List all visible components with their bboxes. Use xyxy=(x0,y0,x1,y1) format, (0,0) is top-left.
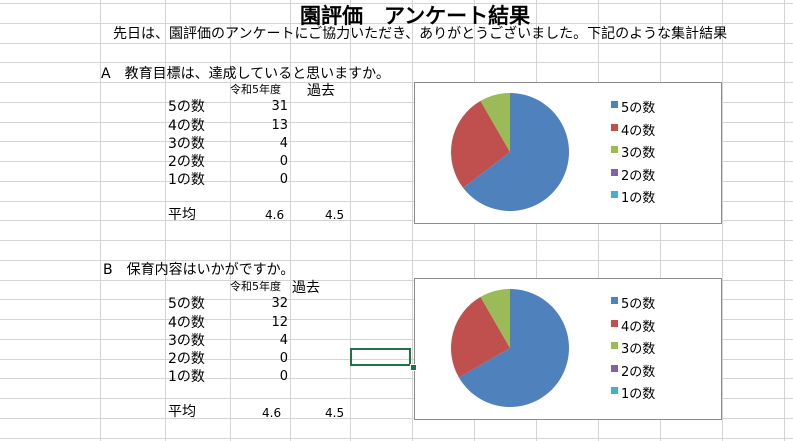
row-value[interactable]: 4 xyxy=(279,136,288,151)
row-value[interactable]: 32 xyxy=(271,296,288,311)
legend-item: 4の数 xyxy=(611,316,691,335)
legend-item: 5の数 xyxy=(611,97,691,116)
legend-label: 5の数 xyxy=(621,101,656,116)
legend-swatch xyxy=(611,297,618,304)
legend-swatch xyxy=(611,168,618,176)
column-header-current: 令和5年度 xyxy=(230,280,281,293)
average-past[interactable]: 4.5 xyxy=(325,406,345,420)
pie-chart-a[interactable]: 5の数 4の数 3の数 2の数 1の数 xyxy=(414,82,722,224)
row-value[interactable]: 4 xyxy=(279,333,288,348)
row-label: 2の数 xyxy=(168,351,205,367)
row-label: 2の数 xyxy=(168,154,205,170)
legend-swatch xyxy=(611,319,618,327)
pie-slice-4の数[interactable] xyxy=(451,296,510,378)
pie-slice-5の数[interactable] xyxy=(463,93,569,211)
row-label: 3の数 xyxy=(168,333,205,349)
row-value[interactable]: 0 xyxy=(279,172,288,187)
pie-slice-3の数[interactable] xyxy=(480,289,511,348)
legend-item: 2の数 xyxy=(611,165,691,184)
legend-label: 4の数 xyxy=(621,319,656,335)
legend-item: 4の数 xyxy=(611,120,691,139)
legend-swatch xyxy=(611,191,618,198)
row-value[interactable]: 13 xyxy=(271,118,288,133)
pie-slice-4の数[interactable] xyxy=(451,100,510,188)
row-label: 4の数 xyxy=(168,315,205,331)
pie-chart-b-plot xyxy=(451,289,569,407)
row-label: 4の数 xyxy=(168,118,205,134)
legend-item: 3の数 xyxy=(611,142,691,161)
column-header-past: 過去 xyxy=(307,83,335,99)
row-value[interactable]: 0 xyxy=(279,369,288,384)
row-label: 5の数 xyxy=(168,99,205,115)
page-title: 園評価 アンケート結果 xyxy=(300,4,531,28)
row-label: 1の数 xyxy=(168,172,205,188)
legend-label: 2の数 xyxy=(621,168,656,184)
average-current[interactable]: 4.6 xyxy=(265,208,285,222)
average-label: 平均 xyxy=(168,207,196,223)
legend-item: 1の数 xyxy=(611,383,691,402)
row-label: 5の数 xyxy=(168,296,205,312)
legend-swatch xyxy=(611,387,618,394)
pie-chart-b[interactable]: 5の数 4の数 3の数 2の数 1の数 xyxy=(414,278,722,420)
average-past[interactable]: 4.5 xyxy=(325,208,345,222)
row-value[interactable]: 0 xyxy=(279,351,288,366)
legend-swatch xyxy=(611,364,618,372)
row-label: 3の数 xyxy=(168,136,205,152)
question-a: A 教育目標は、達成していると思いますか。 xyxy=(101,66,390,82)
legend-swatch xyxy=(611,146,618,153)
average-current[interactable]: 4.6 xyxy=(262,406,282,420)
legend-swatch xyxy=(611,123,618,131)
legend-item: 1の数 xyxy=(611,187,691,206)
pie-slice-3の数[interactable] xyxy=(480,93,511,152)
question-b: B 保育内容はいかがですか。 xyxy=(103,262,295,278)
pie-chart-a-plot xyxy=(451,93,569,211)
legend-item: 5の数 xyxy=(611,293,691,312)
pie-slice-5の数[interactable] xyxy=(458,289,569,407)
legend-item: 2の数 xyxy=(611,361,691,380)
column-header-past: 過去 xyxy=(292,280,320,296)
row-label: 1の数 xyxy=(168,369,205,385)
column-header-current: 令和5年度 xyxy=(230,83,281,96)
row-value[interactable]: 0 xyxy=(279,154,288,169)
fill-handle[interactable] xyxy=(410,364,417,371)
legend-label: 3の数 xyxy=(621,342,656,357)
legend-label: 5の数 xyxy=(621,297,656,312)
page-subtitle: 先日は、園評価のアンケートにご協力いただき、ありがとうございました。下記のような… xyxy=(113,26,728,42)
legend-swatch xyxy=(611,101,618,108)
row-value[interactable]: 12 xyxy=(271,315,288,330)
selected-cell[interactable] xyxy=(350,348,411,366)
legend-item: 3の数 xyxy=(611,338,691,357)
average-label: 平均 xyxy=(168,404,196,420)
legend-label: 1の数 xyxy=(621,191,656,206)
legend-label: 1の数 xyxy=(621,387,656,402)
legend-swatch xyxy=(611,342,618,349)
legend-label: 3の数 xyxy=(621,146,656,161)
legend-label: 4の数 xyxy=(621,123,656,139)
legend-label: 2の数 xyxy=(621,364,656,380)
row-value[interactable]: 31 xyxy=(271,99,288,114)
